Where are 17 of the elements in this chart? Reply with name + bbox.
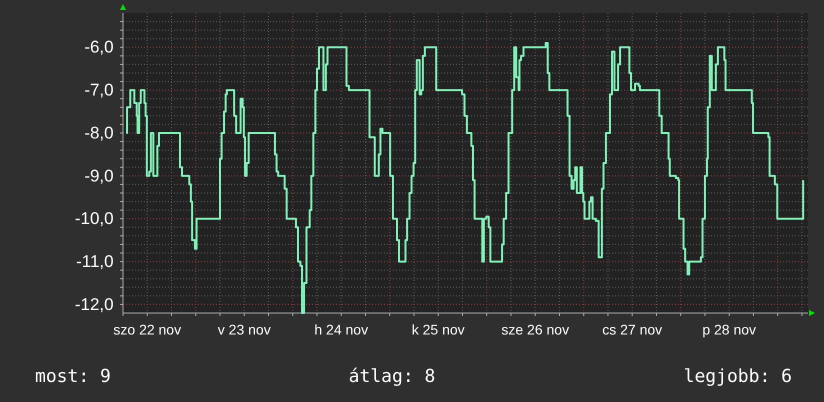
x-tick-label: k 25 nov xyxy=(412,321,465,338)
y-tick-label: -9,0 xyxy=(84,166,114,186)
x-tick-label: h 24 nov xyxy=(314,321,368,338)
y-tick-label: -8,0 xyxy=(84,123,114,142)
text: most: 9 xyxy=(35,366,111,387)
y-tick-label: -10,0 xyxy=(74,209,114,228)
y-tick-label: -12,0 xyxy=(74,294,114,314)
y-tick-label: -6,0 xyxy=(84,38,114,57)
x-tick-label: szo 22 nov xyxy=(113,321,182,338)
y-tick-label: -7,0 xyxy=(84,80,114,100)
x-tick-label: p 28 nov xyxy=(702,321,756,338)
text: átlag: 8 xyxy=(348,366,436,387)
text: legjobb: 6 xyxy=(684,366,792,387)
x-tick-label: cs 27 nov xyxy=(602,321,662,338)
x-tick-label: v 23 nov xyxy=(218,321,271,338)
y-tick-label: -11,0 xyxy=(76,252,114,272)
x-tick-label: sze 26 nov xyxy=(501,321,570,338)
